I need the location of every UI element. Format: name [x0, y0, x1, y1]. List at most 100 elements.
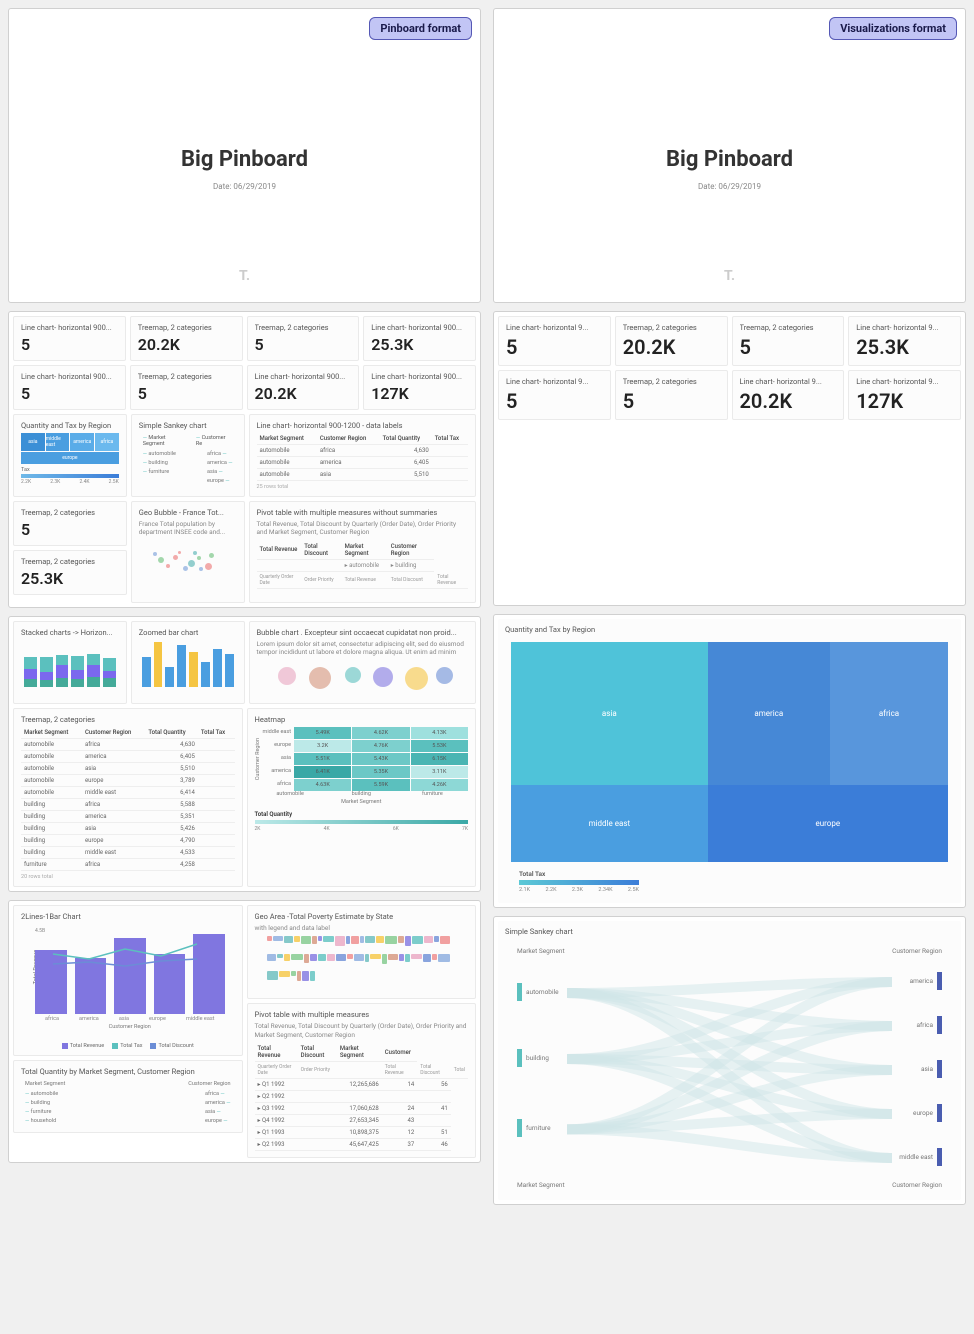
sankey-mini: automobilebuildingfurniturehousehold afr…	[21, 1089, 235, 1126]
qty-tax-card[interactable]: Quantity and Tax by Region asiamiddle ea…	[13, 414, 127, 497]
kpi-value: 5	[623, 389, 720, 413]
big-treemap-card[interactable]: Quantity and Tax by Region asiamiddle ea…	[498, 619, 961, 903]
combo-chart-card[interactable]: 2Lines-1Bar Chart Total Revenue Total Di…	[13, 905, 243, 1056]
kpi-card[interactable]: Line chart- horizontal 9... 25.3K	[848, 316, 961, 366]
kpi-label: Treemap, 2 categories	[138, 372, 235, 381]
line-data-labels-card[interactable]: Line chart- horizontal 900-1200 - data l…	[249, 414, 477, 497]
page-date: Date: 06/29/2019	[213, 182, 276, 191]
kpi-card[interactable]: Line chart- horizontal 9... 127K	[848, 370, 961, 420]
section-charts-left: Stacked charts -> Horizon... Zoomed bar …	[8, 616, 481, 892]
sankey-mini: automobilebuildingfurniture africaameric…	[139, 449, 237, 486]
kpi-label: Line chart- horizontal 900...	[371, 372, 468, 381]
kpi-value: 20.2K	[255, 384, 352, 403]
kpi-value: 5	[138, 384, 235, 403]
kpi-label: Line chart- horizontal 900...	[371, 323, 468, 332]
kpi-label: Line chart- horizontal 9...	[506, 323, 603, 332]
pivot2-table: Total RevenueTotal DiscountMarket Segmen…	[255, 1043, 469, 1151]
combo-chart: Total Revenue Total Discount 4.5B africa…	[21, 924, 235, 1039]
kpi-label: Line chart- horizontal 900...	[21, 323, 118, 332]
logo-mark: T.	[239, 268, 250, 284]
stacked-chart-card[interactable]: Stacked charts -> Horizon...	[13, 621, 127, 704]
combo-legend: Total RevenueTotal TaxTotal Discount	[21, 1043, 235, 1049]
format-badge-viz: Visualizations format	[829, 17, 957, 40]
section-kpis-left: Line chart- horizontal 900... 5 Treemap,…	[8, 311, 481, 608]
kpi-value: 25.3K	[856, 335, 953, 359]
total-qty-sankey-card[interactable]: Total Quantity by Market Segment, Custom…	[13, 1060, 243, 1133]
kpi-card[interactable]: Treemap, 2 categories 5	[13, 501, 127, 546]
table-footer: 25 rows total	[257, 484, 469, 490]
page-date: Date: 06/29/2019	[698, 182, 761, 191]
kpi-value: 20.2K	[740, 389, 837, 413]
zoomed-bar-chart	[139, 640, 237, 690]
heatmap-card[interactable]: Heatmap Customer Region middle east5.49K…	[247, 708, 477, 887]
kpi-value: 127K	[371, 384, 468, 403]
legend-bar	[21, 474, 119, 478]
visualizations-format-column: Visualizations format Big Pinboard Date:…	[493, 8, 966, 1205]
page-title: Big Pinboard	[666, 147, 793, 172]
kpi-label: Treemap, 2 categories	[623, 323, 720, 332]
stacked-bar-chart	[21, 640, 119, 690]
card-title: Line chart- horizontal 900-1200 - data l…	[257, 421, 469, 430]
big-sankey-panel: Simple Sankey chart Market Segment Custo…	[493, 916, 966, 1205]
kpi-card[interactable]: Line chart- horizontal 900... 20.2K	[247, 365, 360, 410]
pivot-card[interactable]: Pivot table with multiple measures witho…	[249, 501, 477, 603]
bubble-chart-card[interactable]: Bubble chart . Excepteur sint occaecat c…	[249, 621, 477, 704]
kpi-card[interactable]: Treemap, 2 categories 5	[130, 365, 243, 410]
kpi-card[interactable]: Line chart- horizontal 900... 127K	[363, 365, 476, 410]
kpi-label: Line chart- horizontal 900...	[255, 372, 352, 381]
kpi-label: Line chart- horizontal 900...	[21, 372, 118, 381]
kpi-label: Treemap, 2 categories	[623, 377, 720, 386]
kpi-card[interactable]: Line chart- horizontal 9... 5	[498, 316, 611, 366]
kpi-card[interactable]: Treemap, 2 categories 25.3K	[13, 550, 127, 595]
geo-area-card[interactable]: Geo Area -Total Poverty Estimate by Stat…	[247, 905, 477, 999]
geo-bubble-map	[139, 541, 237, 596]
kpi-value: 5	[740, 335, 837, 359]
usa-map	[255, 932, 469, 992]
page-title: Big Pinboard	[181, 147, 308, 172]
pivot2-card[interactable]: Pivot table with multiple measures Total…	[247, 1003, 477, 1158]
mini-treemap: asiamiddle eastamericaafricaeurope	[21, 433, 119, 464]
kpi-card[interactable]: Line chart- horizontal 9... 20.2K	[732, 370, 845, 420]
kpi-value: 5	[506, 389, 603, 413]
geo-bubble-card[interactable]: Geo Bubble - France Tot... France Total …	[131, 501, 245, 603]
logo-mark: T.	[724, 268, 735, 284]
big-treemap-panel: Quantity and Tax by Region asiamiddle ea…	[493, 614, 966, 908]
legend-title: Tax	[21, 467, 119, 473]
kpi-label: Line chart- horizontal 9...	[856, 323, 953, 332]
section-kpis-right: Line chart- horizontal 9... 5 Treemap, 2…	[493, 311, 966, 606]
data-table: Market SegmentCustomer RegionTotal Quant…	[257, 433, 469, 481]
pinboard-format-column: Pinboard format Big Pinboard Date: 06/29…	[8, 8, 481, 1205]
bubble-chart	[257, 657, 469, 697]
kpi-value: 20.2K	[138, 335, 235, 354]
kpi-value: 5	[21, 384, 118, 403]
big-sankey-card[interactable]: Simple Sankey chart Market Segment Custo…	[498, 921, 961, 1200]
card-title: Simple Sankey chart	[139, 421, 237, 430]
kpi-label: Treemap, 2 categories	[255, 323, 352, 332]
pivot-table: Total RevenueTotal DiscountMarket Segmen…	[257, 541, 469, 589]
kpi-value: 5	[255, 335, 352, 354]
kpi-label: Line chart- horizontal 9...	[506, 377, 603, 386]
kpi-card[interactable]: Treemap, 2 categories 20.2K	[130, 316, 243, 361]
kpi-label: Treemap, 2 categories	[138, 323, 235, 332]
sankey-mini-card[interactable]: Simple Sankey chart Market SegmentCustom…	[131, 414, 245, 497]
treemap-table-card[interactable]: Treemap, 2 categories Market SegmentCust…	[13, 708, 243, 887]
kpi-value: 5	[21, 335, 118, 354]
kpi-card[interactable]: Line chart- horizontal 900... 25.3K	[363, 316, 476, 361]
kpi-card[interactable]: Treemap, 2 categories 5	[247, 316, 360, 361]
big-data-table: Market SegmentCustomer RegionTotal Quant…	[21, 727, 235, 871]
kpi-label: Treemap, 2 categories	[740, 323, 837, 332]
format-badge-pinboard: Pinboard format	[369, 17, 472, 40]
heatmap-grid: middle east5.49K4.62K4.13Keurope3.2K4.76…	[261, 727, 469, 791]
kpi-card[interactable]: Line chart- horizontal 9... 5	[498, 370, 611, 420]
title-panel-left: Pinboard format Big Pinboard Date: 06/29…	[8, 8, 481, 303]
card-title: Quantity and Tax by Region	[21, 421, 119, 430]
section-bottom-left: 2Lines-1Bar Chart Total Revenue Total Di…	[8, 900, 481, 1163]
kpi-label: Line chart- horizontal 9...	[740, 377, 837, 386]
kpi-card[interactable]: Treemap, 2 categories 5	[732, 316, 845, 366]
zoomed-bar-card[interactable]: Zoomed bar chart	[131, 621, 245, 704]
kpi-card[interactable]: Treemap, 2 categories 20.2K	[615, 316, 728, 366]
kpi-card[interactable]: Line chart- horizontal 900... 5	[13, 316, 126, 361]
kpi-card[interactable]: Treemap, 2 categories 5	[615, 370, 728, 420]
kpi-card[interactable]: Line chart- horizontal 900... 5	[13, 365, 126, 410]
kpi-label: Line chart- horizontal 9...	[856, 377, 953, 386]
